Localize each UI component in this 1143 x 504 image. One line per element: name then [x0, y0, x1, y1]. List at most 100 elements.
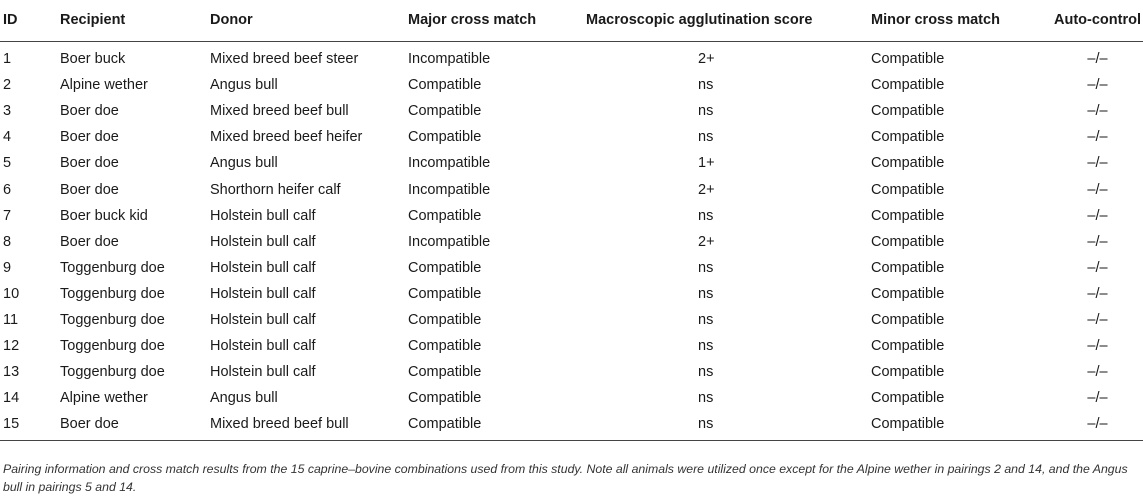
cell-donor: Mixed breed beef bull — [210, 411, 408, 442]
cell-donor: Holstein bull calf — [210, 207, 316, 224]
cell-major-cross-match: Incompatible — [408, 51, 491, 68]
cell-donor: Holstein bull calf — [210, 285, 316, 302]
header-row: ID Recipient Donor Major cross match Mac… — [0, 5, 1143, 42]
cross-match-table: ID Recipient Donor Major cross match Mac… — [0, 5, 1143, 442]
cell-major-cross-match: Incompatible — [408, 233, 491, 250]
cell-macroscopic-agglutination-score: ns — [698, 338, 714, 355]
cell-id: 12 — [3, 338, 20, 355]
table-row: 8 Boer doe Holstein bull calf Incompatible 2… — [0, 229, 1143, 255]
table-caption: Pairing information and cross match resu… — [3, 462, 1128, 494]
cell-id: 1 — [3, 51, 12, 68]
table-row: 5 Boer doe Angus bull Incompatible 1+ Compati… — [0, 150, 1143, 176]
cell-donor: Mixed breed beef steer — [210, 51, 359, 68]
cell-major-cross-match: Compatible — [408, 103, 482, 120]
cell-macroscopic-agglutination-score: ns — [698, 207, 714, 224]
cell-macroscopic-agglutination-score: ns — [698, 77, 714, 94]
cell-donor: Holstein bull calf — [210, 364, 316, 381]
table-row: 12 Toggenburg doe Holstein bull calf Compat… — [0, 333, 1143, 359]
cell-id: 15 — [0, 411, 60, 442]
cell-donor: Holstein bull calf — [210, 259, 316, 276]
table-row: 9 Toggenburg doe Holstein bull calf Compati… — [0, 255, 1143, 281]
cell-donor: Holstein bull calf — [210, 338, 316, 355]
cell-minor-cross-match: Compatible — [871, 311, 945, 328]
cell-recipient: Toggenburg doe — [60, 338, 165, 355]
cell-macroscopic-agglutination-score: ns — [586, 411, 871, 442]
cell-major-cross-match: Incompatible — [408, 181, 491, 198]
table-row: 11 Toggenburg doe Holstein bull calf Compat… — [0, 307, 1143, 333]
cell-recipient: Toggenburg doe — [60, 285, 165, 302]
cell-minor-cross-match: Compatible — [871, 285, 945, 302]
cell-auto-control: –/– — [1087, 51, 1108, 68]
cell-macroscopic-agglutination-score: ns — [698, 311, 714, 328]
cell-auto-control: –/– — [1087, 129, 1108, 146]
cell-auto-control: –/– — [1087, 338, 1108, 355]
cell-major-cross-match: Compatible — [408, 390, 482, 407]
header-auto-control: Auto-control — [1049, 5, 1143, 42]
cell-auto-control: –/– — [1087, 155, 1108, 172]
cell-id: 3 — [3, 103, 12, 120]
cell-id: 7 — [3, 207, 12, 224]
cell-minor-cross-match: Compatible — [871, 129, 945, 146]
table-row: 1 Boer buck Mixed breed beef steer Incompat… — [0, 42, 1143, 73]
table-body: 1 Boer buck Mixed breed beef steer Incompat… — [0, 42, 1143, 442]
cell-macroscopic-agglutination-score: ns — [698, 129, 714, 146]
cell-major-cross-match: Compatible — [408, 411, 586, 442]
cell-id: 4 — [3, 129, 12, 146]
cell-recipient: Boer doe — [60, 129, 119, 146]
table-row: 10 Toggenburg doe Holstein bull calf Compat… — [0, 281, 1143, 307]
cell-macroscopic-agglutination-score: ns — [698, 390, 714, 407]
header-minor-cross-match: Minor cross match — [871, 5, 1049, 42]
cell-minor-cross-match: Compatible — [871, 390, 945, 407]
cell-macroscopic-agglutination-score: ns — [698, 285, 714, 302]
cell-recipient: Boer doe — [60, 103, 119, 120]
cell-id: 6 — [3, 181, 12, 198]
cell-auto-control: –/– — [1087, 390, 1108, 407]
cell-recipient: Boer doe — [60, 155, 119, 172]
cell-minor-cross-match: Compatible — [871, 155, 945, 172]
cell-major-cross-match: Compatible — [408, 311, 482, 328]
cell-macroscopic-agglutination-score: ns — [698, 259, 714, 276]
table-row: 13 Toggenburg doe Holstein bull calf Compat… — [0, 359, 1143, 385]
table-row: 15 Boer doe Mixed breed beef bull Compatibl… — [0, 411, 1143, 442]
cell-macroscopic-agglutination-score: 2+ — [698, 233, 715, 250]
cell-recipient: Toggenburg doe — [60, 364, 165, 381]
cell-recipient: Toggenburg doe — [60, 311, 165, 328]
cell-donor: Holstein bull calf — [210, 311, 316, 328]
cell-donor: Mixed breed beef bull — [210, 103, 349, 120]
cell-recipient: Alpine wether — [60, 77, 148, 94]
cell-id: 14 — [3, 390, 20, 407]
cell-macroscopic-agglutination-score: 1+ — [698, 155, 715, 172]
cell-auto-control: –/– — [1087, 181, 1108, 198]
header-id: ID — [0, 5, 60, 42]
cell-major-cross-match: Compatible — [408, 364, 482, 381]
cell-id: 5 — [3, 155, 12, 172]
cell-major-cross-match: Compatible — [408, 129, 482, 146]
cell-recipient: Boer doe — [60, 181, 119, 198]
cell-id: 11 — [3, 311, 19, 328]
cell-macroscopic-agglutination-score: 2+ — [698, 181, 715, 198]
cell-minor-cross-match: Compatible — [871, 338, 945, 355]
cell-auto-control: –/– — [1049, 411, 1143, 442]
cell-donor: Angus bull — [210, 155, 278, 172]
cell-minor-cross-match: Compatible — [871, 103, 945, 120]
cell-auto-control: –/– — [1087, 311, 1108, 328]
cell-major-cross-match: Compatible — [408, 338, 482, 355]
table-header: ID Recipient Donor Major cross match Mac… — [0, 5, 1143, 42]
cell-donor: Angus bull — [210, 77, 278, 94]
cell-id: 9 — [3, 259, 12, 276]
cell-donor: Shorthorn heifer calf — [210, 181, 341, 198]
cell-auto-control: –/– — [1087, 259, 1108, 276]
cell-minor-cross-match: Compatible — [871, 207, 945, 224]
cell-minor-cross-match: Compatible — [871, 364, 945, 381]
cell-macroscopic-agglutination-score: 2+ — [698, 51, 715, 68]
cell-id: 10 — [3, 285, 20, 302]
cell-auto-control: –/– — [1087, 77, 1108, 94]
cell-id: 13 — [3, 364, 20, 381]
cell-major-cross-match: Compatible — [408, 207, 482, 224]
cell-recipient: Boer doe — [60, 411, 210, 442]
header-donor: Donor — [210, 5, 408, 42]
cell-recipient: Alpine wether — [60, 390, 148, 407]
cell-id: 2 — [3, 77, 12, 94]
cell-minor-cross-match: Compatible — [871, 411, 1049, 442]
